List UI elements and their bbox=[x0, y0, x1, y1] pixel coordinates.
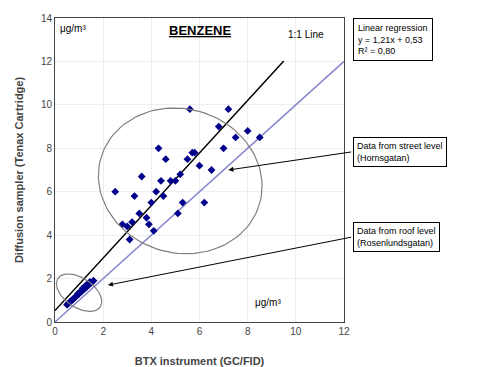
svg-text:BENZENE: BENZENE bbox=[169, 23, 231, 38]
svg-text:BTX instrument (GC/FID): BTX instrument (GC/FID) bbox=[135, 355, 265, 367]
svg-text:μg/m³: μg/m³ bbox=[60, 23, 86, 34]
svg-text:1:1 Line: 1:1 Line bbox=[288, 29, 324, 40]
svg-text:Linear regressiony = 1,21x + 0: Linear regressiony = 1,21x + 0,53R² = 0,… bbox=[358, 23, 428, 56]
svg-text:Diffusion sampler (Tenax Cartr: Diffusion sampler (Tenax Cartridge) bbox=[13, 77, 25, 264]
svg-text:Data from street level(Hornsga: Data from street level(Hornsgatan) bbox=[357, 141, 443, 163]
svg-text:12: 12 bbox=[41, 56, 53, 67]
svg-text:Data from roof level(Rosenlund: Data from roof level(Rosenlundsgatan) bbox=[357, 226, 436, 248]
svg-text:2: 2 bbox=[100, 326, 106, 337]
svg-text:10: 10 bbox=[290, 326, 302, 337]
svg-text:8: 8 bbox=[245, 326, 251, 337]
svg-text:μg/m³: μg/m³ bbox=[255, 297, 281, 308]
svg-text:4: 4 bbox=[149, 326, 155, 337]
svg-text:4: 4 bbox=[46, 230, 52, 241]
svg-text:14: 14 bbox=[41, 13, 53, 24]
svg-text:2: 2 bbox=[46, 273, 52, 284]
svg-text:8: 8 bbox=[46, 143, 52, 154]
svg-text:6: 6 bbox=[197, 326, 203, 337]
svg-text:0: 0 bbox=[46, 317, 52, 328]
svg-text:10: 10 bbox=[41, 99, 53, 110]
svg-text:6: 6 bbox=[46, 186, 52, 197]
svg-text:0: 0 bbox=[52, 326, 58, 337]
svg-text:12: 12 bbox=[338, 326, 350, 337]
